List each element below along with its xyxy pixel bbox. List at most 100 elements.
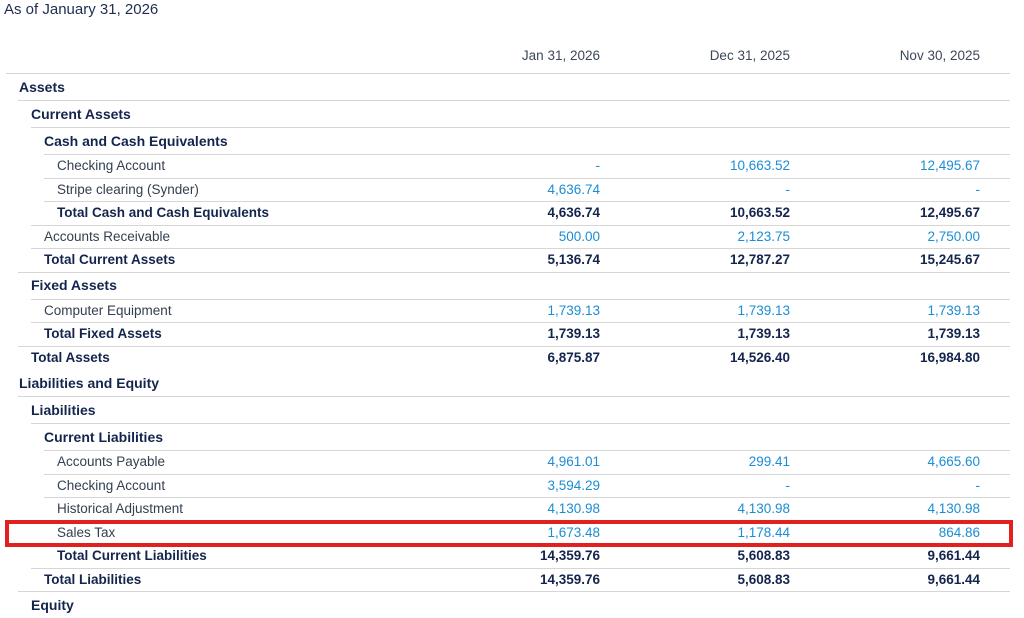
- amount-link[interactable]: -: [785, 181, 791, 197]
- row-total-liabilities: Total Liabilities 14,359.76 5,608.83 9,661.…: [0, 567, 1024, 592]
- amount-link[interactable]: 1,673.48: [547, 524, 600, 540]
- amount-link[interactable]: 4,636.74: [547, 181, 600, 197]
- row-assets: Assets: [0, 73, 1024, 100]
- row-label[interactable]: Computer Equipment: [44, 302, 172, 318]
- row-historical-adjustment: Historical Adjustment 4,130.98 4,130.98 4,1…: [0, 497, 1024, 521]
- amount-link[interactable]: 12,495.67: [919, 158, 980, 174]
- report-subtitle: As of January 31, 2026: [4, 1, 159, 18]
- row-separator-line: [31, 423, 1010, 424]
- amount-link[interactable]: 2,750.00: [927, 228, 980, 244]
- row-label[interactable]: Accounts Receivable: [44, 228, 171, 244]
- amount-cell: 9,661.44: [927, 548, 980, 564]
- row-separator-line: [31, 298, 1010, 300]
- row-label: Current Assets: [31, 105, 131, 122]
- row-separator-line: [44, 154, 1010, 155]
- row-separator-line: [44, 450, 1010, 451]
- row-label: Assets: [19, 78, 65, 95]
- row-separator-line: [18, 396, 1010, 397]
- amount-link[interactable]: -: [785, 477, 791, 493]
- row-label: Current Liabilities: [44, 428, 164, 445]
- row-label: Total Cash and Cash Equivalents: [57, 205, 270, 221]
- amount-cell: 14,526.40: [729, 349, 790, 365]
- row-accounts-receivable: Accounts Receivable 500.00 2,123.75 2,750.0…: [0, 224, 1024, 249]
- row-separator-line: [44, 473, 1010, 475]
- row-total-cash-and-cash-equivalents: Total Cash and Cash Equivalents 4,636.74 1…: [0, 201, 1024, 225]
- amount-link[interactable]: -: [975, 477, 981, 493]
- amount-cell: 12,495.67: [919, 205, 980, 221]
- column-header-nov-30-2025: Nov 30, 2025: [899, 47, 980, 63]
- amount-link[interactable]: -: [975, 181, 981, 197]
- amount-link[interactable]: 299.41: [748, 454, 790, 470]
- row-label[interactable]: Accounts Payable: [57, 454, 166, 470]
- amount-cell: 6,875.87: [547, 349, 600, 365]
- row-label[interactable]: Historical Adjustment: [57, 501, 184, 517]
- row-liabilities: Liabilities: [0, 396, 1024, 423]
- row-label: Total Current Assets: [44, 252, 176, 268]
- row-label: Fixed Assets: [31, 277, 117, 293]
- column-header-jan-31-2026: Jan 31, 2026: [521, 47, 600, 63]
- amount-link[interactable]: 4,130.98: [927, 501, 980, 517]
- row-label: Liabilities: [31, 401, 96, 418]
- amount-link[interactable]: 2,123.75: [737, 228, 790, 244]
- row-label: Total Liabilities: [44, 571, 142, 587]
- amount-link[interactable]: 1,178.44: [737, 524, 790, 540]
- amount-link[interactable]: 864.86: [938, 524, 980, 540]
- amount-cell: 5,608.83: [737, 571, 790, 587]
- row-label[interactable]: Checking Account: [57, 158, 166, 174]
- amount-link[interactable]: 4,130.98: [737, 501, 790, 517]
- row-cash-and-cash-equivalents: Cash and Cash Equivalents: [0, 127, 1024, 154]
- amount-link[interactable]: 4,961.01: [547, 454, 600, 470]
- row-sales-tax: Sales Tax 1,673.48 1,178.44 864.86: [0, 519, 1024, 547]
- row-label: Cash and Cash Equivalents: [44, 132, 228, 149]
- row-separator-line: [44, 520, 1010, 522]
- row-accounts-payable: Accounts Payable 4,961.01 299.41 4,665.60: [0, 450, 1024, 474]
- row-total-current-assets: Total Current Assets 5,136.74 12,787.27 15,…: [0, 248, 1024, 272]
- row-label[interactable]: Sales Tax: [57, 524, 116, 540]
- amount-link[interactable]: 500.00: [558, 228, 600, 244]
- amount-cell: 1,739.13: [737, 326, 790, 342]
- column-header-dec-31-2025: Dec 31, 2025: [709, 47, 790, 63]
- row-liabilities-and-equity: Liabilities and Equity: [0, 369, 1024, 396]
- row-label: Liabilities and Equity: [19, 374, 160, 391]
- amount-link[interactable]: 4,130.98: [547, 501, 600, 517]
- row-separator-line: [31, 248, 1010, 249]
- row-separator-line: [31, 224, 1010, 226]
- row-label: Total Current Liabilities: [57, 548, 207, 564]
- amount-cell: 4,636.74: [547, 205, 600, 221]
- row-separator-line: [44, 544, 1010, 545]
- row-label: Total Fixed Assets: [44, 326, 162, 342]
- amount-link[interactable]: 1,739.13: [737, 302, 790, 318]
- column-header-row: Jan 31, 2026 Dec 31, 2025 Nov 30, 2025: [0, 44, 1024, 66]
- row-label[interactable]: Checking Account: [57, 477, 166, 493]
- row-stripe-clearing-synder: Stripe clearing (Synder) 4,636.74 - -: [0, 177, 1024, 202]
- report-table-body: Assets Current Assets Cash and Cash Equiva…: [0, 73, 1024, 618]
- row-separator-line: [18, 271, 1010, 273]
- amount-link[interactable]: 3,594.29: [547, 477, 600, 493]
- row-separator-line: [44, 177, 1010, 179]
- row-label[interactable]: Stripe clearing (Synder): [57, 181, 199, 197]
- row-separator-line: [31, 567, 1010, 569]
- row-separator-line: [44, 497, 1010, 498]
- amount-cell: 9,661.44: [927, 571, 980, 587]
- row-current-liabilities: Current Liabilities: [0, 423, 1024, 450]
- row-separator-line: [44, 201, 1010, 202]
- row-total-fixed-assets: Total Fixed Assets 1,739.13 1,739.13 1,739.…: [0, 322, 1024, 346]
- amount-link[interactable]: 1,739.13: [547, 302, 600, 318]
- amount-link[interactable]: -: [595, 158, 601, 174]
- row-separator-line: [31, 127, 1010, 128]
- row-label: Total Assets: [31, 349, 110, 365]
- amount-cell: 1,739.13: [547, 326, 600, 342]
- amount-link[interactable]: 4,665.60: [927, 454, 980, 470]
- amount-link[interactable]: 1,739.13: [927, 302, 980, 318]
- amount-cell: 12,787.27: [729, 252, 790, 268]
- amount-cell: 15,245.67: [919, 252, 980, 268]
- amount-cell: 14,359.76: [539, 548, 600, 564]
- amount-cell: 5,136.74: [547, 252, 600, 268]
- amount-link[interactable]: 10,663.52: [729, 158, 790, 174]
- amount-cell: 14,359.76: [539, 571, 600, 587]
- row-total-assets: Total Assets 6,875.87 14,526.40 16,984.80: [0, 345, 1024, 370]
- row-checking-account: Checking Account 3,594.29 - -: [0, 473, 1024, 498]
- amount-cell: 1,739.13: [927, 326, 980, 342]
- row-separator-line: [31, 322, 1010, 323]
- amount-cell: 16,984.80: [919, 349, 980, 365]
